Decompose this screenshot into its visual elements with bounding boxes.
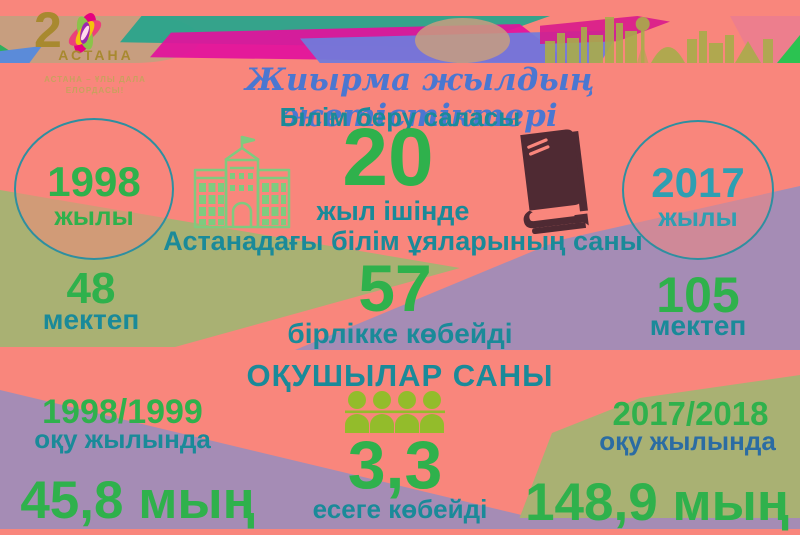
period-right-years: 2017/2018 bbox=[612, 395, 769, 432]
period-left-caption: оқу жылында bbox=[34, 424, 211, 454]
feather-logo-icon bbox=[68, 13, 102, 53]
logo-brand-text: АСТАНА bbox=[58, 47, 134, 63]
period-right-caption: оқу жылында bbox=[599, 426, 776, 456]
logo-tagline-line2: ЕЛОРДАСЫ! bbox=[65, 86, 125, 95]
students-2017-value: 148,9 мың bbox=[525, 473, 789, 532]
astana-skyline-icon bbox=[545, 17, 800, 63]
page-title: Жиырма жылдың жетістіктері bbox=[245, 62, 595, 134]
education-big-number: 20 bbox=[342, 112, 434, 203]
schools-delta-value: 57 bbox=[358, 251, 432, 325]
circle-right-year: 2017 bbox=[651, 159, 745, 206]
purple-bottom-band bbox=[0, 518, 800, 529]
schools-2017-label: мектеп bbox=[649, 310, 747, 341]
salmon-bottom-strip bbox=[0, 529, 800, 535]
school-building-icon bbox=[193, 135, 291, 229]
circle-left-label: жылы bbox=[54, 201, 134, 231]
anniversary-logo: 2 bbox=[34, 2, 164, 58]
schools-1998-label: мектеп bbox=[42, 304, 140, 335]
period-left-years: 1998/1999 bbox=[42, 393, 203, 431]
students-1998-value: 45,8 мың bbox=[20, 471, 255, 530]
banner-tan-circle bbox=[415, 18, 510, 63]
education-heading: Білім беру саласы bbox=[279, 102, 521, 132]
schools-delta-label: бірлікке көбейді bbox=[287, 318, 513, 349]
year-circle-1998: 1998 жылы bbox=[14, 118, 174, 260]
students-multiplier-value: 3,3 bbox=[347, 427, 443, 503]
circle-right-label: жылы bbox=[658, 202, 738, 232]
schools-2017-value: 105 bbox=[656, 267, 740, 323]
logo-number: 2 bbox=[34, 2, 62, 58]
education-years-caption: жыл ішінде bbox=[316, 196, 470, 226]
education-subheading: Астанадағы білім ұяларының саны bbox=[163, 226, 643, 256]
logo-tagline: АСТАНА – ҰЛЫ ДАЛА ЕЛОРДАСЫ! bbox=[20, 74, 170, 96]
schools-1998-value: 48 bbox=[66, 264, 116, 313]
logo-tagline-line1: АСТАНА – ҰЛЫ ДАЛА bbox=[44, 75, 146, 84]
students-heading: ОҚУШЫЛАР САНЫ bbox=[246, 358, 554, 393]
year-circle-2017: 2017 жылы bbox=[622, 120, 774, 260]
students-multiplier-label: есеге көбейді bbox=[312, 494, 488, 524]
circle-left-year: 1998 bbox=[47, 158, 141, 205]
students-group-icon bbox=[345, 391, 445, 433]
banner-blue-wedge-left bbox=[0, 46, 42, 63]
book-icon bbox=[520, 129, 589, 234]
